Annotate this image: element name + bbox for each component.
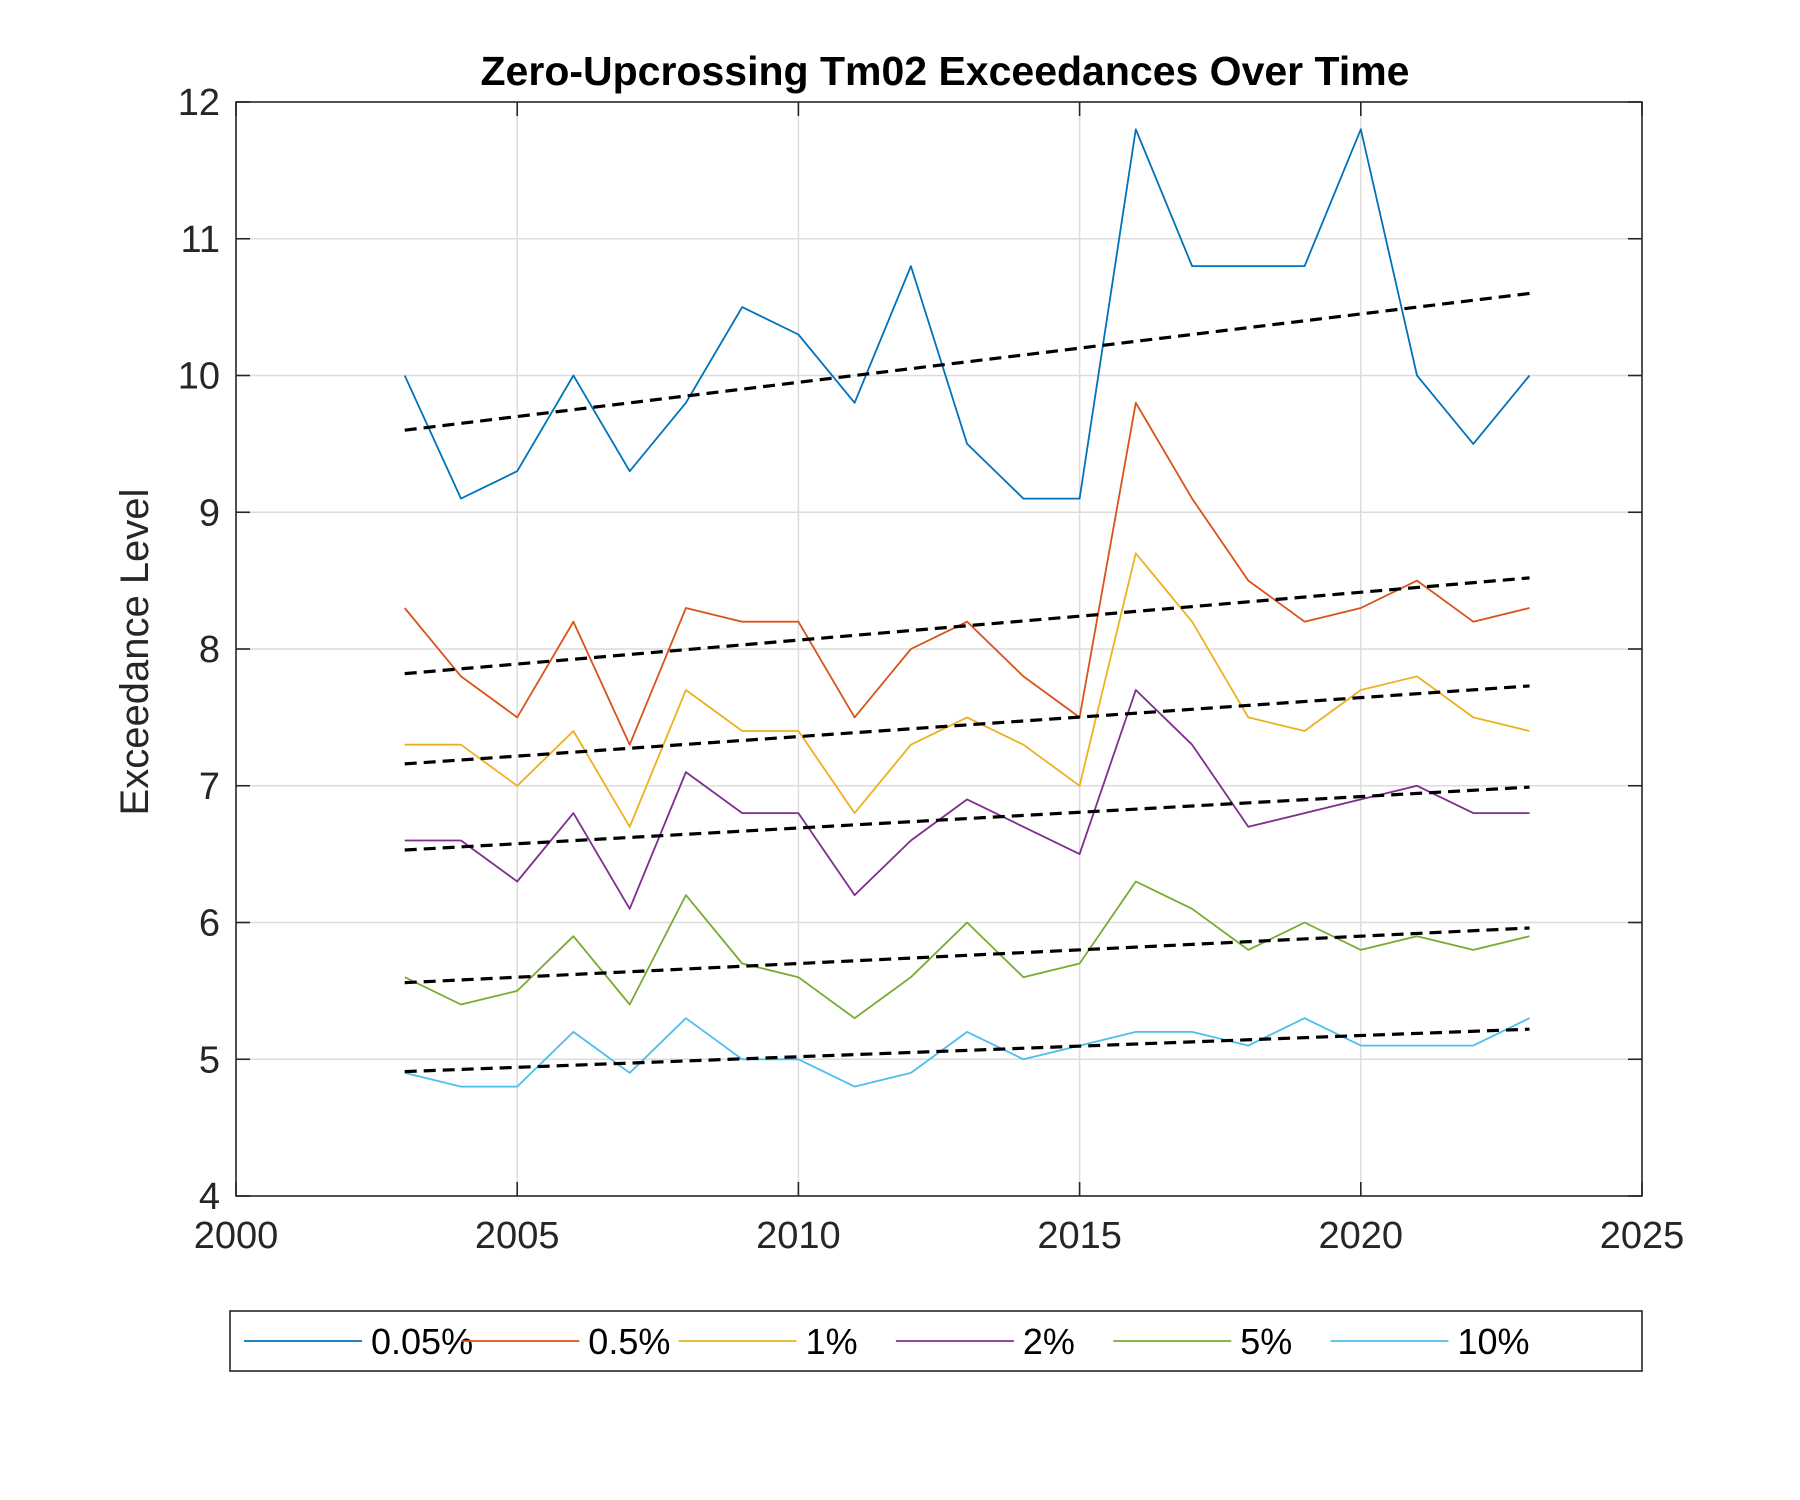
y-tick-label: 10 bbox=[178, 356, 220, 398]
x-tick-label: 2020 bbox=[1319, 1215, 1404, 1257]
trend-line bbox=[404, 684, 1530, 766]
trend-lines bbox=[404, 291, 1530, 1074]
legend-label: 10% bbox=[1458, 1321, 1530, 1362]
legend-label: 5% bbox=[1240, 1321, 1292, 1362]
y-tick-label: 5 bbox=[199, 1039, 220, 1081]
legend-label: 0.05% bbox=[371, 1321, 473, 1362]
trend-line bbox=[404, 785, 1530, 852]
series-line bbox=[404, 880, 1530, 1020]
y-tick-label: 12 bbox=[178, 82, 220, 124]
series-line bbox=[404, 552, 1530, 828]
x-axis-tick-labels: 2000 2005 2010 2015 2020 2025 bbox=[194, 1215, 1685, 1257]
axis-ticks bbox=[235, 101, 1643, 1197]
plot-area bbox=[235, 101, 1643, 1197]
y-axis-label: Exceedance Level bbox=[113, 489, 157, 816]
series-line bbox=[404, 689, 1530, 910]
trend-line bbox=[404, 926, 1530, 985]
x-tick-label: 2015 bbox=[1037, 1215, 1122, 1257]
legend-items: 0.05% 0.5% 1% 2% 5% 10% bbox=[244, 1321, 1530, 1362]
trend-line bbox=[404, 576, 1530, 676]
y-tick-label: 9 bbox=[199, 492, 220, 534]
x-tick-label: 2000 bbox=[194, 1215, 279, 1257]
y-tick-label: 4 bbox=[199, 1176, 220, 1218]
series-line bbox=[404, 401, 1530, 746]
legend-label: 1% bbox=[806, 1321, 858, 1362]
y-tick-label: 6 bbox=[199, 903, 220, 945]
chart-title: Zero-Upcrossing Tm02 Exceedances Over Ti… bbox=[481, 48, 1410, 94]
series-line bbox=[403, 128, 1531, 500]
x-tick-label: 2010 bbox=[756, 1215, 841, 1257]
y-tick-label: 11 bbox=[181, 219, 220, 261]
x-tick-label: 2025 bbox=[1600, 1215, 1685, 1257]
trend-line bbox=[404, 1027, 1530, 1074]
legend: 0.05% 0.5% 1% 2% 5% 10% bbox=[229, 1310, 1643, 1372]
legend-label: 0.5% bbox=[588, 1321, 670, 1362]
grid-lines bbox=[236, 102, 1642, 1196]
y-tick-label: 7 bbox=[199, 766, 220, 808]
y-axis-tick-labels: 4 5 6 7 8 9 10 11 12 bbox=[178, 82, 220, 1218]
y-tick-label: 8 bbox=[199, 629, 220, 671]
x-tick-label: 2005 bbox=[475, 1215, 560, 1257]
legend-label: 2% bbox=[1023, 1321, 1075, 1362]
